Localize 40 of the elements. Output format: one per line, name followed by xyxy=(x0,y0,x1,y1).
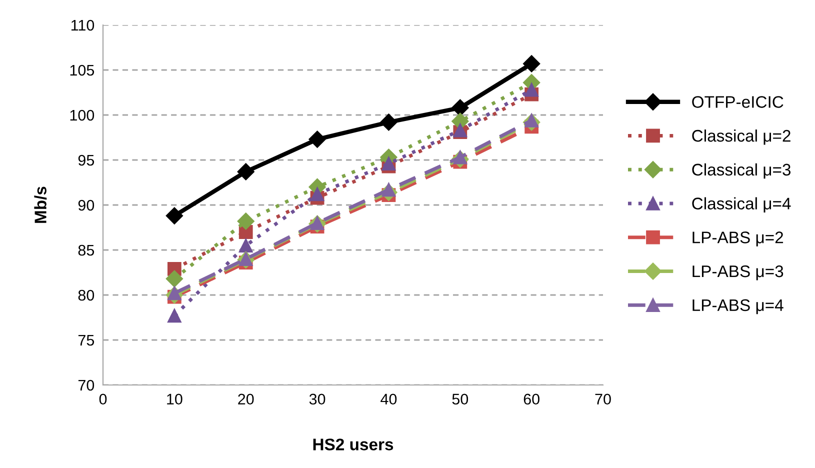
point xyxy=(310,187,324,202)
y-axis-title: Mb/s xyxy=(34,186,47,223)
point xyxy=(166,270,183,288)
legend-label: Classical μ=2 xyxy=(692,129,790,145)
point xyxy=(523,55,540,72)
point xyxy=(382,156,396,171)
y-tick-label: 100 xyxy=(70,110,94,121)
legend-label: LP-ABS μ=4 xyxy=(692,299,784,314)
x-axis-title: HS2 users xyxy=(313,438,394,450)
y-tick-label: 80 xyxy=(78,290,94,301)
point xyxy=(166,207,183,224)
x-tick-label: 40 xyxy=(380,394,397,405)
y-tick-label: 75 xyxy=(78,335,94,346)
point xyxy=(524,82,539,97)
point xyxy=(237,212,254,230)
x-tick-label: 70 xyxy=(595,394,611,405)
y-tick-label: 85 xyxy=(78,244,94,256)
legend-label: LP-ABS μ=2 xyxy=(692,232,784,246)
y-tick-label: 95 xyxy=(78,154,94,166)
legend-label: Classical μ=3 xyxy=(692,163,791,179)
point xyxy=(237,163,254,180)
point xyxy=(380,114,398,131)
point xyxy=(238,238,253,252)
legend-label: LP-ABS μ=3 xyxy=(692,265,784,280)
x-tick-label: 50 xyxy=(452,394,468,405)
point xyxy=(452,99,469,116)
x-tick-label: 10 xyxy=(167,394,182,405)
x-tick-label: 60 xyxy=(524,394,540,405)
legend-label: OTFP-eICIC xyxy=(692,96,784,108)
x-tick-label: 0 xyxy=(99,394,107,405)
y-tick-label: 90 xyxy=(78,200,94,211)
y-tick-label: 110 xyxy=(71,20,94,31)
x-tick-label: 30 xyxy=(309,394,326,405)
legend-label: Classical μ=4 xyxy=(692,197,791,213)
y-tick-label: 105 xyxy=(70,64,94,76)
point xyxy=(308,130,326,148)
x-tick-label: 20 xyxy=(238,394,254,405)
y-tick-label: 70 xyxy=(78,380,94,391)
point xyxy=(382,182,396,197)
point xyxy=(167,308,182,323)
